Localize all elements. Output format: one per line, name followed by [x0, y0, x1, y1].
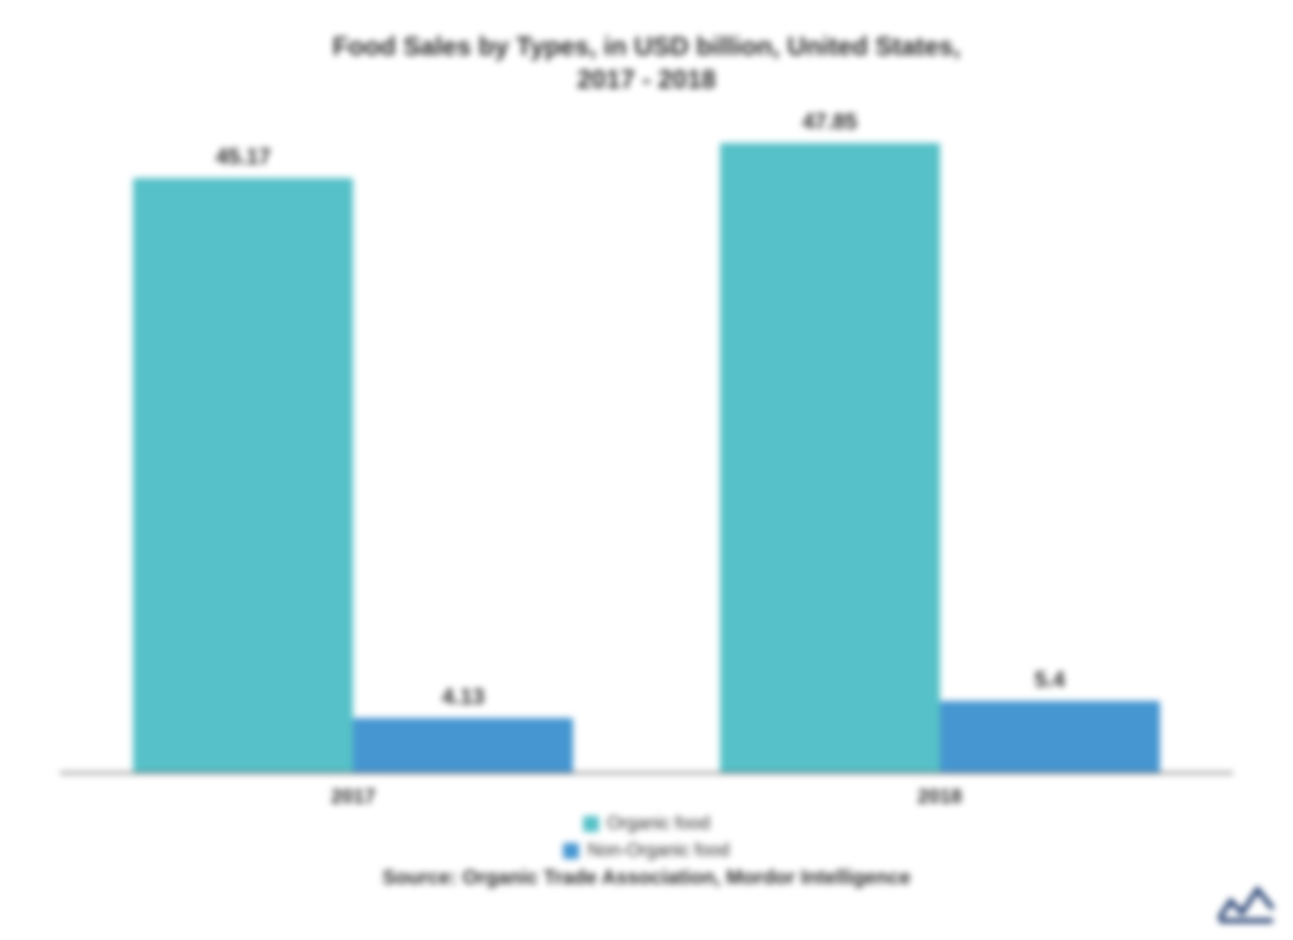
- legend: Organic food Non-Organic food: [60, 813, 1233, 861]
- chart-title: Food Sales by Types, in USD billion, Uni…: [60, 30, 1233, 95]
- bar-group: 45.174.13: [60, 115, 647, 772]
- x-axis-labels: 20172018: [60, 786, 1233, 809]
- bar: 5.4: [940, 701, 1160, 772]
- legend-item: Non-Organic food: [563, 840, 729, 861]
- chart-container: Food Sales by Types, in USD billion, Uni…: [60, 30, 1233, 890]
- bar: 45.17: [133, 178, 353, 772]
- brand-watermark: [1217, 880, 1275, 926]
- bar-group: 47.855.4: [647, 115, 1234, 772]
- plot-area: 45.174.1347.855.4: [60, 115, 1233, 774]
- bar: 4.13: [353, 718, 573, 772]
- legend-swatch: [563, 843, 579, 859]
- x-axis-label: 2018: [647, 786, 1234, 809]
- legend-label: Organic food: [607, 813, 710, 834]
- legend-swatch: [583, 816, 599, 832]
- legend-item: Organic food: [583, 813, 710, 834]
- chart-title-line2: 2017 - 2018: [60, 63, 1233, 96]
- bar-value-label: 47.85: [802, 109, 857, 135]
- bar: 47.85: [720, 143, 940, 772]
- x-axis-label: 2017: [60, 786, 647, 809]
- chart-source: Source: Organic Trade Association, Mordo…: [60, 867, 1233, 890]
- bar-value-label: 4.13: [442, 684, 485, 710]
- bar-value-label: 45.17: [216, 144, 271, 170]
- bar-value-label: 5.4: [1034, 667, 1065, 693]
- chart-title-line1: Food Sales by Types, in USD billion, Uni…: [60, 30, 1233, 63]
- legend-label: Non-Organic food: [587, 840, 729, 861]
